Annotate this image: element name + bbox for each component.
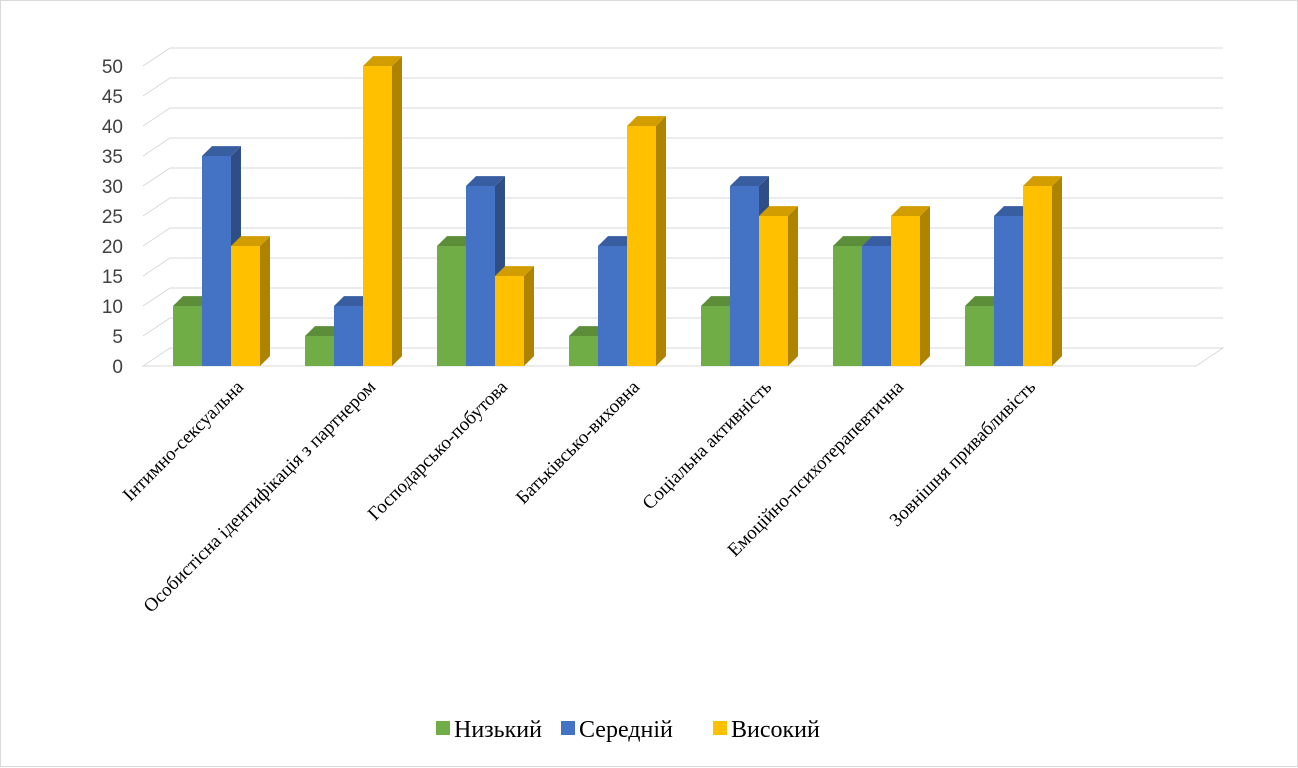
legend: Низький Середній Високий (436, 717, 820, 743)
bar-top (202, 146, 241, 156)
y-tick-label: 30 (102, 177, 123, 198)
y-tick-label: 35 (102, 147, 123, 168)
gridline (142, 47, 1223, 67)
legend-item: Низький (436, 717, 542, 743)
bar-side (392, 56, 402, 366)
bar-top (363, 56, 402, 66)
bar-top (730, 176, 769, 186)
legend-item: Середній (561, 717, 673, 743)
bar-side (524, 266, 534, 366)
bar-side (1052, 176, 1062, 366)
bar-front (701, 306, 730, 366)
category-label: Господарсько-побутова (364, 376, 513, 525)
bar-top (231, 236, 270, 246)
bar-top (891, 206, 930, 216)
bars (173, 56, 1062, 366)
y-tick-label: 40 (102, 117, 123, 138)
y-tick-label: 45 (102, 87, 123, 108)
bar-side (788, 206, 798, 366)
gridline (142, 197, 1223, 217)
bar-Високий-7 (1023, 176, 1062, 366)
gridline (142, 227, 1223, 247)
gridline (142, 167, 1223, 187)
bar-side (920, 206, 930, 366)
legend-item: Високий (713, 717, 820, 743)
y-tick-label: 5 (112, 327, 123, 348)
bar-top (466, 176, 505, 186)
bar-front (466, 186, 495, 366)
bar-front (334, 306, 363, 366)
bar-Високий-5 (759, 206, 798, 366)
gridline (142, 137, 1223, 157)
category-label: Соціальна активність (639, 376, 777, 514)
y-tick-label: 50 (102, 57, 123, 78)
bar-front (759, 216, 788, 366)
bar-Високий-6 (891, 206, 930, 366)
legend-label: Високий (731, 717, 820, 743)
y-tick-label: 20 (102, 237, 123, 258)
bar-front (994, 216, 1023, 366)
legend-swatch (713, 721, 727, 735)
bar-top (1023, 176, 1062, 186)
bar-front (231, 246, 260, 366)
bar-front (627, 126, 656, 366)
bar-side (656, 116, 666, 366)
bar-front (305, 336, 334, 366)
bar-front (569, 336, 598, 366)
bar-top (833, 236, 872, 246)
y-tick-label: 10 (102, 297, 123, 318)
gridline (142, 107, 1223, 127)
bar-front (862, 246, 891, 366)
bar-top (759, 206, 798, 216)
bar-front (833, 246, 862, 366)
y-tick-label: 0 (112, 357, 123, 378)
bar-Високий-1 (231, 236, 270, 366)
legend-label: Середній (579, 717, 673, 743)
legend-label: Низький (454, 717, 542, 743)
bar-Високий-2 (363, 56, 402, 366)
gridline (142, 77, 1223, 97)
legend-swatch (436, 721, 450, 735)
legend-swatch (561, 721, 575, 735)
y-axis: 0 5 10 15 20 25 30 35 40 45 50 (102, 57, 123, 378)
gridlines (141, 47, 1225, 367)
bar-front (965, 306, 994, 366)
bar-side (260, 236, 270, 366)
bar-front (363, 66, 392, 366)
bar-front (891, 216, 920, 366)
bar-front (495, 276, 524, 366)
bar-Високий-3 (495, 266, 534, 366)
bar-front (1023, 186, 1052, 366)
bar-front (730, 186, 759, 366)
bar-front (173, 306, 202, 366)
category-label: Інтимно-сексуальна (119, 376, 249, 506)
bar-front (202, 156, 231, 366)
bar-Середній-5 (730, 176, 769, 366)
y-tick-label: 25 (102, 207, 123, 228)
bar-Високий-4 (627, 116, 666, 366)
category-label: Особистісна ідентифікація з партнером (140, 377, 380, 617)
bar-top (495, 266, 534, 276)
y-tick-label: 15 (102, 267, 123, 288)
bar-front (437, 246, 466, 366)
category-label: Зовнішня привабливість (886, 376, 1041, 531)
bar-front (598, 246, 627, 366)
bar-top (627, 116, 666, 126)
category-label: Батьківсько-виховна (512, 376, 644, 508)
